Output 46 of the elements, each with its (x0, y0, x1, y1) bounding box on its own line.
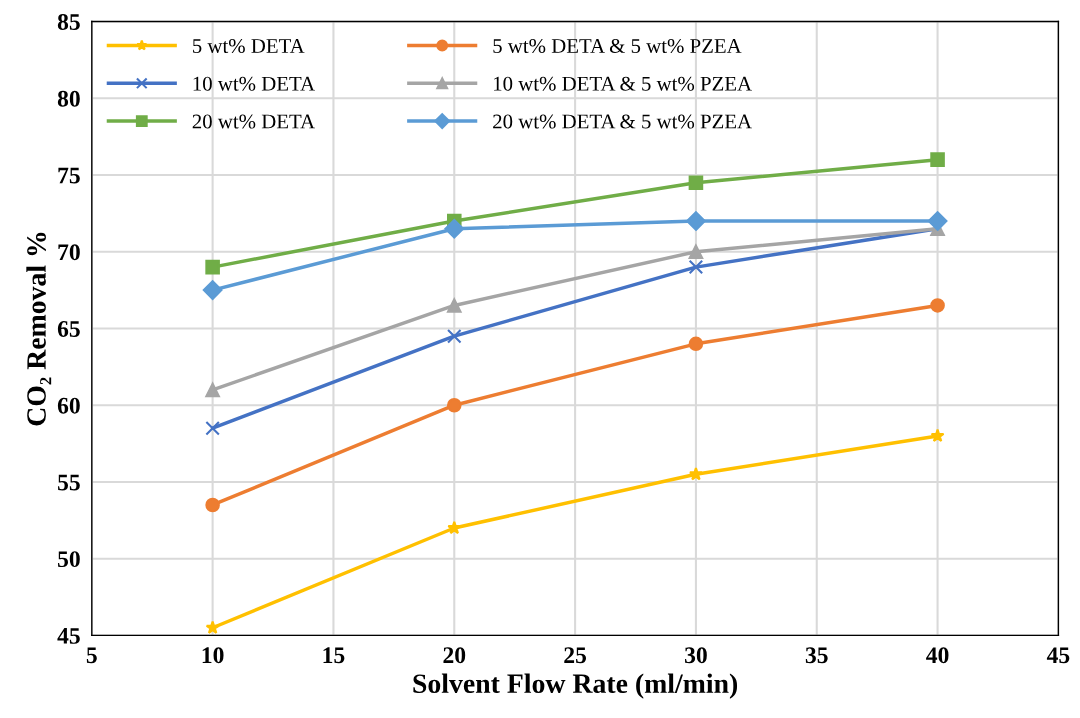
legend-label: 20 wt% DETA (192, 114, 315, 129)
point (927, 211, 948, 231)
point (205, 382, 220, 398)
point (930, 428, 945, 443)
point (930, 152, 945, 167)
x-tick-label: 20 (443, 647, 466, 664)
point (686, 211, 706, 231)
x-axis-title: Solvent Flow Rate (ml/min) (413, 673, 738, 699)
y-tick-label: 80 (57, 90, 80, 107)
legend-label: 20 wt% DETA & 5 wt% PZEA (493, 114, 752, 129)
point (446, 328, 462, 344)
point (688, 336, 704, 352)
y-tick-label: 85 (57, 14, 80, 30)
x-tick-label: 45 (1046, 647, 1070, 664)
point (930, 298, 945, 313)
point (205, 620, 220, 634)
point (446, 397, 462, 413)
legend-label: 10 wt% DETA & 5 wt% PZEA (494, 76, 752, 91)
x-tick-label: 40 (926, 647, 949, 664)
y-tick-label: 70 (58, 244, 80, 261)
y-tick-label: 45 (57, 628, 80, 644)
x-tick-label: 15 (323, 647, 345, 664)
y-tick-label: 60 (57, 397, 80, 414)
y-axis-title: CO₂ Removal % (26, 232, 52, 426)
y-tick-label: 75 (58, 167, 80, 184)
x-tick-label: 25 (564, 647, 587, 664)
point (446, 298, 462, 313)
point (202, 280, 223, 300)
point (205, 497, 220, 513)
point (688, 244, 704, 260)
legend-label: 5 wt% DETA & 5 wt% PZEA (493, 38, 742, 54)
point (688, 175, 704, 190)
legend-label: 10 wt% DETA (193, 76, 315, 91)
point (205, 420, 220, 436)
y-tick-label: 55 (58, 474, 80, 491)
x-tick-label: 35 (805, 647, 828, 664)
x-tick-label: 30 (685, 647, 707, 664)
y-tick-label: 65 (57, 321, 80, 337)
point (688, 466, 703, 481)
x-tick-label: 5 (86, 647, 97, 664)
y-tick-label: 50 (58, 551, 80, 568)
x-tick-label: 10 (202, 647, 224, 664)
point (444, 218, 465, 239)
legend-label: 5 wt% DETA (193, 38, 305, 54)
point (205, 259, 220, 275)
point (688, 259, 704, 275)
